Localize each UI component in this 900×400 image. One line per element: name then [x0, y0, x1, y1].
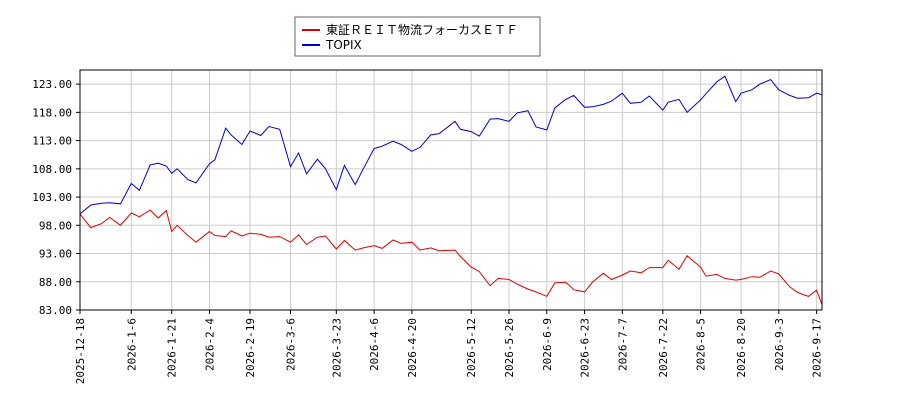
legend-label-reit: 東証ＲＥＩＴ物流フォーカスＥＴＦ: [326, 23, 518, 37]
x-tick-label: 2026-5-26: [503, 318, 516, 378]
y-tick-label: 88.00: [39, 276, 72, 289]
series-line-reit: [79, 209, 823, 305]
y-tick-label: 98.00: [39, 219, 72, 232]
plot-frame: [79, 69, 823, 311]
x-tick-label: 2026-6-9: [541, 318, 554, 371]
y-tick-label: 93.00: [39, 248, 72, 261]
x-tick-label: 2026-8-5: [695, 318, 708, 371]
x-tick-label: 2026-4-6: [368, 318, 381, 371]
x-tick-label: 2026-2-19: [244, 318, 257, 378]
legend-label-topix: TOPIX: [325, 38, 362, 52]
x-tick-label: 2026-1-6: [125, 318, 138, 371]
grid-lines: [79, 70, 822, 311]
x-tick-label: 2026-6-23: [579, 318, 592, 378]
x-tick-label: 2026-9-3: [773, 318, 786, 371]
legend: 東証ＲＥＩＴ物流フォーカスＥＴＦ TOPIX: [294, 16, 541, 57]
x-tick-label: 2026-7-22: [657, 318, 670, 378]
y-tick-label: 118.00: [32, 106, 72, 119]
x-tick-label: 2026-8-20: [735, 318, 748, 378]
y-tick-label: 108.00: [32, 163, 72, 176]
y-tick-label: 113.00: [32, 135, 72, 148]
series-line-topix: [79, 75, 823, 215]
legend-box: [294, 16, 541, 57]
x-tick-label: 2026-9-17: [811, 318, 824, 378]
y-tick-label: 103.00: [32, 191, 72, 204]
x-tick-label: 2026-3-6: [284, 318, 297, 371]
x-tick-label: 2026-7-7: [616, 318, 629, 371]
x-tick-label: 2026-5-12: [465, 318, 478, 378]
y-tick-label: 83.00: [39, 304, 72, 317]
x-tick-label: 2026-3-23: [330, 318, 343, 378]
y-tick-label: 123.00: [32, 78, 72, 91]
axis-ticks: 83.00 88.00 93.00 98.00 103.00 108.00 113.00 11…: [32, 78, 823, 384]
x-tick-label: 2026-4-20: [406, 318, 419, 378]
x-tick-label: 2025-12-18: [74, 318, 87, 384]
x-tick-label: 2026-1-21: [166, 318, 179, 378]
x-tick-label: 2026-2-4: [204, 318, 217, 371]
series-lines: [79, 75, 823, 305]
